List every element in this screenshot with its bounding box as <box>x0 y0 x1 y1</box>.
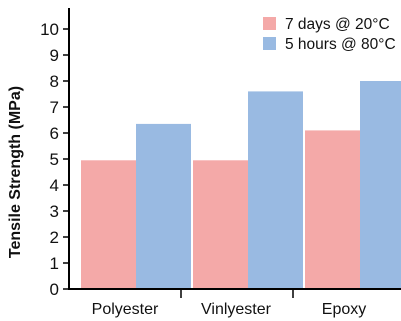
bars-group <box>81 81 401 290</box>
x-tick-label-vinlyester: Vinlyester <box>201 301 272 318</box>
legend-label-2: 5 hours @ 80°C <box>285 36 396 53</box>
bar-polyester-series-1 <box>81 160 136 289</box>
bar-polyester-series-2 <box>136 123 191 290</box>
bar-epoxy-series-1 <box>305 130 360 289</box>
y-tick-label-3: 3 <box>50 202 59 221</box>
bar-vinlyester-series-2 <box>248 91 303 290</box>
y-tick-label-7: 7 <box>50 98 59 117</box>
y-tick-label-10: 10 <box>40 20 59 39</box>
y-tick-label-1: 1 <box>50 254 59 273</box>
axes-group: 0 1 2 3 4 5 6 7 8 9 10 Polyester Vinlyester Epoxy <box>40 8 401 318</box>
y-tick-label-5: 5 <box>50 150 59 169</box>
y-tick-label-4: 4 <box>50 176 59 195</box>
bar-vinlyester-series-1 <box>193 160 248 289</box>
legend-swatch-1 <box>263 17 276 30</box>
y-axis-title: Tensile Strength (MPa) <box>7 86 24 258</box>
legend-label-1: 7 days @ 20°C <box>285 16 390 33</box>
bar-epoxy-series-2 <box>360 81 401 289</box>
legend-swatch-2 <box>263 37 276 50</box>
y-tick-label-8: 8 <box>50 72 59 91</box>
x-tick-label-polyester: Polyester <box>92 301 159 318</box>
y-tick-label-9: 9 <box>50 46 59 65</box>
legend: 7 days @ 20°C 5 hours @ 80°C <box>263 16 396 53</box>
y-tick-label-6: 6 <box>50 124 59 143</box>
y-tick-label-0: 0 <box>50 280 59 299</box>
y-tick-label-2: 2 <box>50 228 59 247</box>
x-tick-label-epoxy: Epoxy <box>322 301 366 318</box>
